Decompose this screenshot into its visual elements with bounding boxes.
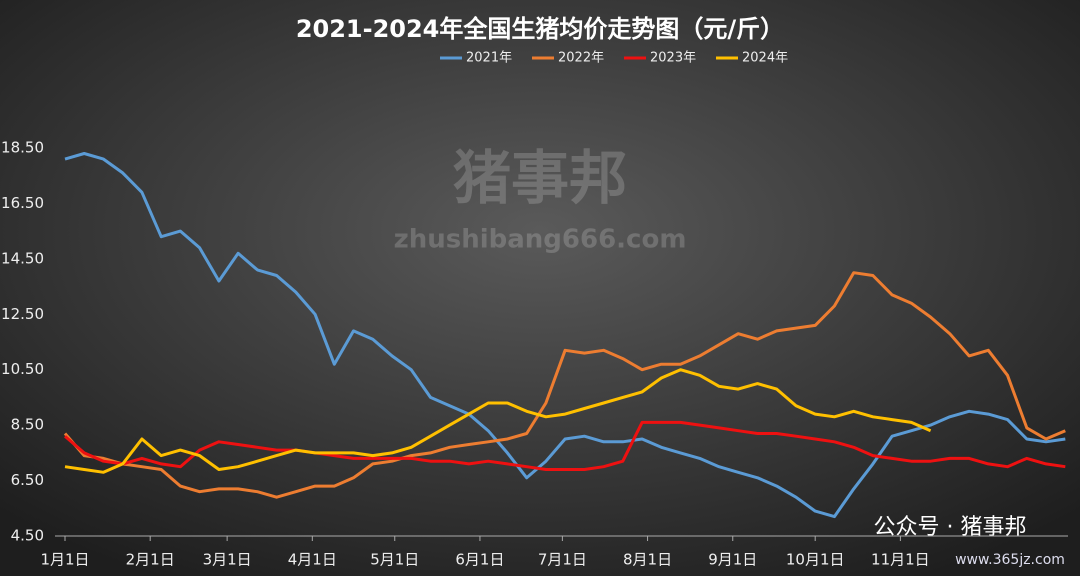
series-line — [64, 368, 932, 474]
x-tick-label: 11月1日 — [871, 551, 930, 569]
watermark: zhushibang666.com — [394, 225, 687, 255]
x-tick-label: 10月1日 — [786, 551, 845, 569]
legend-label: 2023年 — [650, 51, 696, 66]
x-tick-label: 4月1日 — [288, 551, 337, 569]
y-tick-label: 16.50 — [1, 194, 44, 212]
x-tick-label: 1月1日 — [40, 551, 89, 569]
y-tick-label: 4.50 — [11, 527, 44, 545]
series-line — [63, 271, 1066, 499]
x-tick-label: 6月1日 — [455, 551, 504, 569]
x-tick-label: 8月1日 — [623, 551, 672, 569]
y-tick-label: 6.50 — [11, 471, 44, 489]
legend-label: 2024年 — [742, 51, 788, 66]
x-tick-label: 5月1日 — [370, 551, 419, 569]
series-line — [64, 420, 1066, 471]
legend-label: 2021年 — [466, 51, 512, 66]
plot-area: 4.50 6.50 8.50 10.50 12.50 14.50 16.50 18.50 1月1… — [1, 51, 1068, 569]
x-tick-label: 7月1日 — [538, 551, 587, 569]
y-tick-label: 8.50 — [11, 416, 44, 434]
chart-title: 2021-2024年全国生猪均价走势图（元/斤） — [296, 15, 784, 43]
x-tick-label: 9月1日 — [708, 551, 757, 569]
watermark: 猪事邦 — [453, 144, 627, 212]
legend-label: 2022年 — [558, 51, 604, 66]
y-tick-label: 14.50 — [1, 249, 44, 267]
watermark: www.365jz.com — [955, 552, 1065, 568]
x-tick-label: 2月1日 — [126, 551, 175, 569]
y-tick-label: 10.50 — [1, 360, 44, 378]
series-line — [64, 152, 1066, 519]
y-tick-label: 18.50 — [1, 139, 44, 157]
y-tick-label: 12.50 — [1, 305, 44, 323]
x-tick-label: 3月1日 — [203, 551, 252, 569]
